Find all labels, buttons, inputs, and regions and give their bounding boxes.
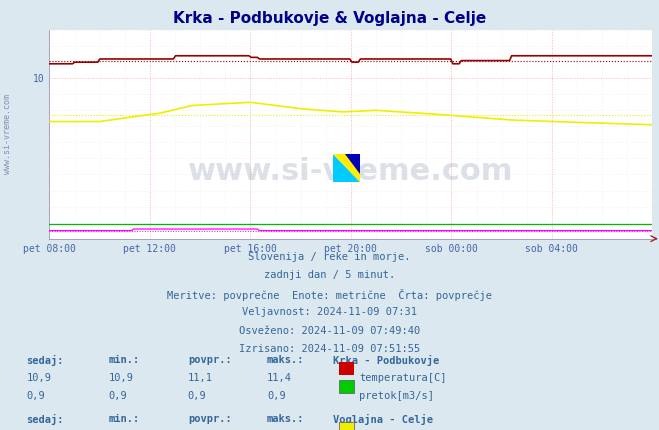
Text: maks.:: maks.: [267,415,304,424]
Text: 0,9: 0,9 [267,391,285,401]
Text: pretok[m3/s]: pretok[m3/s] [359,391,434,401]
Text: zadnji dan / 5 minut.: zadnji dan / 5 minut. [264,270,395,280]
Text: 0,9: 0,9 [188,391,206,401]
Text: povpr.:: povpr.: [188,355,231,365]
Text: sedaj:: sedaj: [26,355,64,366]
Text: 10,9: 10,9 [26,373,51,383]
Text: min.:: min.: [109,355,140,365]
Text: 0,9: 0,9 [26,391,45,401]
Text: povpr.:: povpr.: [188,415,231,424]
Text: Krka - Podbukovje: Krka - Podbukovje [333,355,439,366]
Text: sedaj:: sedaj: [26,415,64,425]
Text: Osveženo: 2024-11-09 07:49:40: Osveženo: 2024-11-09 07:49:40 [239,326,420,335]
Text: Krka - Podbukovje & Voglajna - Celje: Krka - Podbukovje & Voglajna - Celje [173,11,486,26]
Text: temperatura[C]: temperatura[C] [359,373,447,383]
Text: min.:: min.: [109,415,140,424]
Text: Voglajna - Celje: Voglajna - Celje [333,415,433,425]
Text: maks.:: maks.: [267,355,304,365]
Text: Meritve: povprečne  Enote: metrične  Črta: povprečje: Meritve: povprečne Enote: metrične Črta:… [167,289,492,301]
Text: 0,9: 0,9 [109,391,127,401]
Text: www.si-vreme.com: www.si-vreme.com [3,94,13,175]
Text: Slovenija / reke in morje.: Slovenija / reke in morje. [248,252,411,261]
Text: 11,1: 11,1 [188,373,213,383]
Text: 11,4: 11,4 [267,373,292,383]
Text: 10,9: 10,9 [109,373,134,383]
Text: Veljavnost: 2024-11-09 07:31: Veljavnost: 2024-11-09 07:31 [242,307,417,317]
Text: Izrisano: 2024-11-09 07:51:55: Izrisano: 2024-11-09 07:51:55 [239,344,420,354]
Text: www.si-vreme.com: www.si-vreme.com [188,157,513,187]
